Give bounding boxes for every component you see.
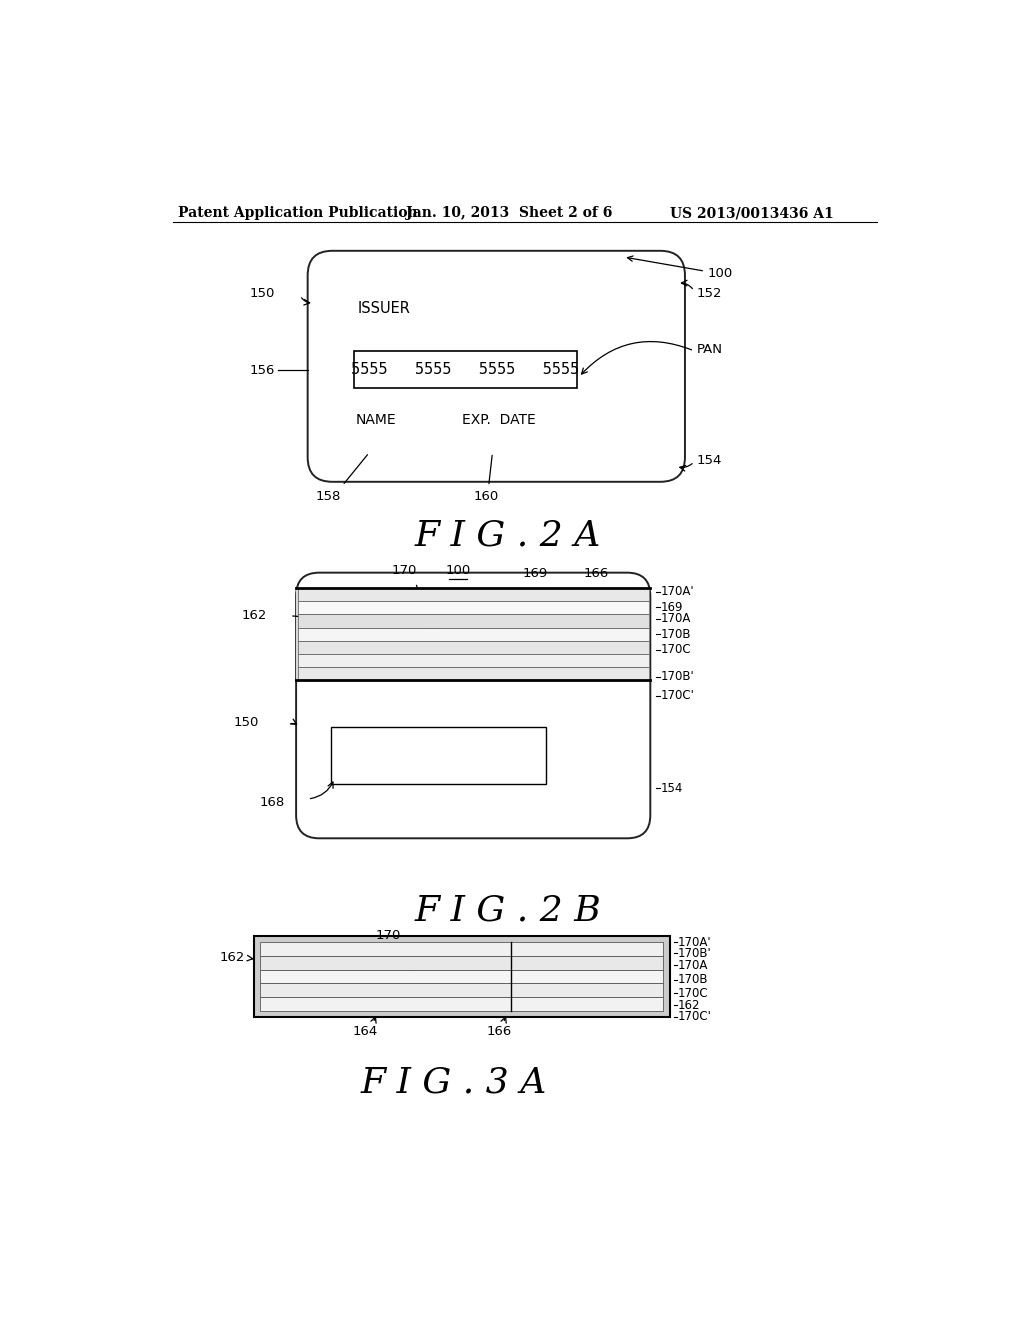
Bar xyxy=(260,942,664,1011)
Text: 5555   5555   5555   5555: 5555 5555 5555 5555 xyxy=(351,362,580,378)
Text: 170B: 170B xyxy=(678,973,709,986)
Bar xyxy=(260,970,664,983)
Text: US 2013/0013436 A1: US 2013/0013436 A1 xyxy=(670,206,834,220)
Text: 154: 154 xyxy=(696,454,722,467)
Text: 170C': 170C' xyxy=(678,1010,712,1023)
Text: 152: 152 xyxy=(696,286,722,300)
Text: 162: 162 xyxy=(219,952,245,964)
Bar xyxy=(298,655,649,668)
FancyBboxPatch shape xyxy=(307,251,685,482)
Text: 164: 164 xyxy=(353,1024,378,1038)
Bar xyxy=(296,589,650,681)
Bar xyxy=(260,983,664,997)
FancyBboxPatch shape xyxy=(296,573,650,838)
Text: 170C: 170C xyxy=(678,986,709,999)
Text: 162: 162 xyxy=(678,999,700,1012)
Text: 170C': 170C' xyxy=(660,689,694,702)
Text: 100: 100 xyxy=(445,564,470,577)
Text: 100: 100 xyxy=(628,256,733,280)
Bar xyxy=(298,615,649,628)
Bar xyxy=(260,956,664,970)
Text: 169: 169 xyxy=(660,601,683,614)
Text: 170A': 170A' xyxy=(660,585,694,598)
Text: 156: 156 xyxy=(250,363,275,376)
Text: 170C: 170C xyxy=(660,643,691,656)
Text: 170B: 170B xyxy=(660,628,691,640)
Bar xyxy=(260,942,664,956)
Text: F I G . 2 B: F I G . 2 B xyxy=(415,894,601,928)
Bar xyxy=(254,936,670,1016)
Text: 150: 150 xyxy=(250,286,275,300)
Text: 162: 162 xyxy=(242,609,267,622)
Text: 150: 150 xyxy=(233,717,259,730)
Text: 160: 160 xyxy=(473,490,499,503)
Text: 166: 166 xyxy=(584,568,609,581)
Text: PAN: PAN xyxy=(696,343,723,356)
Bar xyxy=(298,602,649,615)
Text: EXP.  DATE: EXP. DATE xyxy=(462,412,536,426)
Text: Patent Application Publication: Patent Application Publication xyxy=(178,206,418,220)
Text: 170B': 170B' xyxy=(678,946,712,960)
Bar xyxy=(298,668,649,681)
Text: ISSUER: ISSUER xyxy=(357,301,411,315)
Text: 170: 170 xyxy=(376,929,401,942)
Bar xyxy=(298,642,649,653)
Text: Jan. 10, 2013  Sheet 2 of 6: Jan. 10, 2013 Sheet 2 of 6 xyxy=(407,206,612,220)
Text: 168: 168 xyxy=(259,796,285,809)
Text: 154: 154 xyxy=(660,781,683,795)
Text: 170A: 170A xyxy=(678,958,709,972)
Text: 166: 166 xyxy=(486,1024,512,1038)
Text: 170: 170 xyxy=(391,564,417,577)
Text: F I G . 3 A: F I G . 3 A xyxy=(360,1065,547,1100)
Text: NAME: NAME xyxy=(355,412,396,426)
Bar xyxy=(260,997,664,1011)
Text: 158: 158 xyxy=(315,490,341,503)
Text: 169: 169 xyxy=(522,568,548,581)
Bar xyxy=(298,628,649,642)
Bar xyxy=(331,726,547,784)
Text: 170A: 170A xyxy=(660,612,691,626)
Text: 170B': 170B' xyxy=(660,671,694,684)
Bar xyxy=(354,351,578,388)
Text: F I G . 2 A: F I G . 2 A xyxy=(415,519,601,553)
Text: 170A': 170A' xyxy=(678,936,712,949)
Bar xyxy=(298,589,649,602)
